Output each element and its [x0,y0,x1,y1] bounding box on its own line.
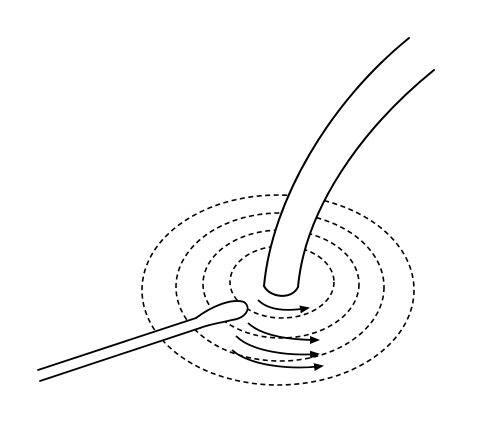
arrow-4 [231,349,324,372]
swab-stick-top [37,317,197,371]
swab-stick-bottom [39,327,201,382]
ring-third [175,212,385,362]
swab-mask [38,300,248,382]
drain-tube [263,37,435,297]
tube-right-edge [297,69,435,288]
concentric-cleaning-rings [141,194,415,386]
arrow-3 [235,335,320,359]
circular-motion-arrows [231,299,324,372]
tube-mask [263,38,434,288]
tube-tip [263,285,299,297]
swab-cotton-tip [195,300,249,329]
arrow-1 [257,299,310,314]
tube-left-edge [263,37,410,287]
ring-outer [141,194,415,386]
arrow-2 [247,322,320,344]
cotton-swab [37,300,249,382]
